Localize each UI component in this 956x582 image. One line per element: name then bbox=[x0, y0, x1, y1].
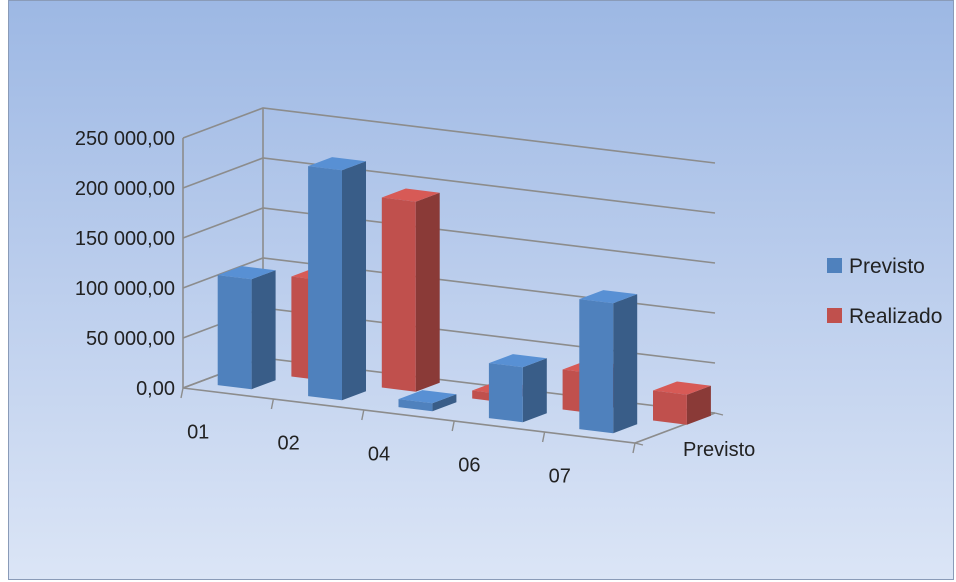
bar-previsto bbox=[398, 390, 457, 412]
depth-tick bbox=[634, 442, 644, 446]
bar-previsto bbox=[488, 354, 547, 423]
legend-swatch bbox=[827, 258, 842, 273]
x-tick bbox=[541, 431, 546, 443]
bar-realizado bbox=[381, 188, 440, 392]
y-tick-label: 150 000,00 bbox=[75, 228, 175, 250]
legend-label: Realizado bbox=[849, 305, 942, 328]
y-tick-label: 50 000,00 bbox=[86, 328, 175, 350]
x-tick bbox=[451, 420, 455, 432]
depth-tick bbox=[714, 412, 724, 416]
y-tick-label: 0,00 bbox=[136, 378, 175, 400]
chart-frame: 0,00 50 000,00 100 000,00 150 000,00 200 000… bbox=[8, 0, 954, 580]
x-tick-label: 07 bbox=[549, 466, 571, 488]
x-tick bbox=[270, 398, 275, 410]
bar-previsto bbox=[217, 266, 276, 390]
x-tick bbox=[632, 442, 636, 454]
y-tick-label: 200 000,00 bbox=[75, 178, 175, 200]
legend-swatch bbox=[827, 308, 842, 323]
bar-previsto bbox=[308, 157, 366, 401]
x-tick-label: 02 bbox=[277, 433, 299, 455]
legend: Previsto Realizado bbox=[827, 255, 942, 328]
x-tick-label: 06 bbox=[458, 455, 480, 477]
x-tick bbox=[361, 409, 365, 421]
y-tick-label: 100 000,00 bbox=[75, 278, 175, 300]
y-tick-label: 250 000,00 bbox=[75, 128, 175, 150]
legend-label: Previsto bbox=[849, 255, 925, 278]
x-tick bbox=[180, 387, 184, 399]
bar-previsto bbox=[579, 290, 638, 434]
bar-realizado bbox=[653, 381, 711, 425]
x-tick-label: 01 bbox=[187, 422, 209, 444]
x-tick-label: 04 bbox=[368, 444, 390, 466]
depth-axis-label: Previsto bbox=[683, 439, 755, 461]
bar-chart-3d: 0,00 50 000,00 100 000,00 150 000,00 200 000… bbox=[75, 107, 942, 488]
